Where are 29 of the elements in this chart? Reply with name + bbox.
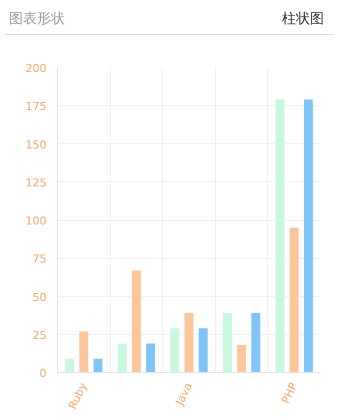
x-tick-label: Java bbox=[172, 380, 195, 408]
bar bbox=[79, 331, 88, 372]
chart-title: 图表形状 bbox=[9, 10, 65, 29]
bar bbox=[94, 358, 102, 372]
bar bbox=[132, 270, 141, 372]
y-tick-label: 125 bbox=[26, 176, 47, 190]
bar bbox=[290, 228, 299, 372]
bar bbox=[184, 313, 194, 372]
bar bbox=[304, 100, 313, 372]
bar bbox=[146, 344, 156, 372]
y-tick-label: 25 bbox=[32, 328, 47, 342]
bar bbox=[198, 328, 208, 372]
x-tick-label: Ruby bbox=[66, 380, 90, 412]
y-tick-label: 175 bbox=[26, 100, 47, 114]
y-tick-label: 200 bbox=[26, 62, 47, 75]
text: 柱状图 bbox=[282, 10, 324, 29]
y-tick-label: 75 bbox=[32, 252, 47, 266]
bar bbox=[118, 344, 127, 372]
y-tick-label: 50 bbox=[32, 290, 47, 304]
bar bbox=[222, 313, 232, 372]
y-tick-label: 150 bbox=[26, 138, 47, 152]
bar bbox=[276, 100, 284, 372]
bar bbox=[251, 313, 260, 372]
y-tick-label: 100 bbox=[26, 214, 47, 228]
x-tick-label: PHP bbox=[279, 380, 300, 406]
bar bbox=[237, 345, 246, 372]
bar bbox=[170, 328, 180, 372]
y-tick-label: 0 bbox=[40, 367, 46, 380]
bar bbox=[65, 358, 74, 372]
